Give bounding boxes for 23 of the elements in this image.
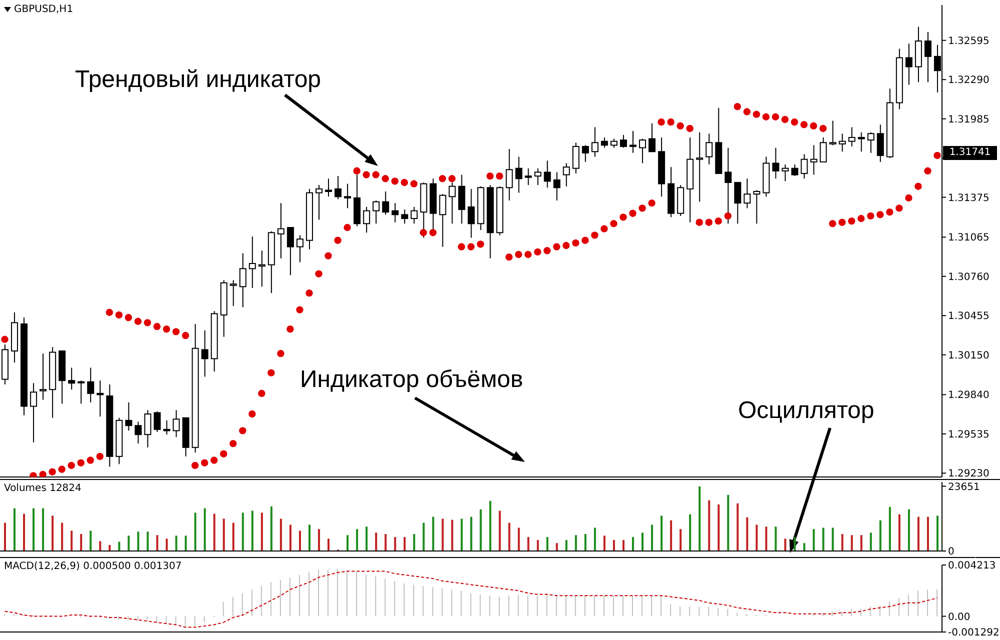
annotation: Осциллятор: [738, 397, 874, 425]
chart-title: GBPUSD,H1: [14, 4, 74, 15]
y-tick-label: 1.31065: [948, 232, 990, 244]
y-tick-label: 1.29535: [948, 429, 990, 440]
y-tick-label: 0.00: [948, 612, 970, 623]
y-tick-label: 1.30455: [948, 311, 990, 322]
y-tick-label: 23651: [948, 482, 980, 493]
y-tick-label: 1.29840: [948, 390, 990, 402]
text: 1.31741: [943, 146, 997, 160]
y-tick-label: 1.31985: [948, 114, 990, 126]
chart-title: MACD(12,26,9) 0.000500 0.001307: [4, 561, 182, 572]
y-tick-label: 1.31375: [948, 192, 990, 204]
chart-title: Volumes 12824: [4, 483, 82, 494]
y-tick-label: 1.29230: [948, 468, 990, 480]
y-tick-label: -0.001292: [948, 628, 1000, 639]
y-tick-label: 0: [948, 546, 954, 558]
y-tick-label: 1.30150: [948, 350, 990, 362]
y-tick-label: 1.32595: [948, 36, 990, 47]
annotation: Трендовый индикатор: [75, 66, 322, 94]
annotation: Индикатор объёмов: [300, 366, 524, 394]
y-tick-label: 0.004213: [948, 560, 996, 572]
y-tick-label: 1.32290: [948, 75, 990, 86]
y-tick-label: 1.30760: [948, 272, 990, 283]
